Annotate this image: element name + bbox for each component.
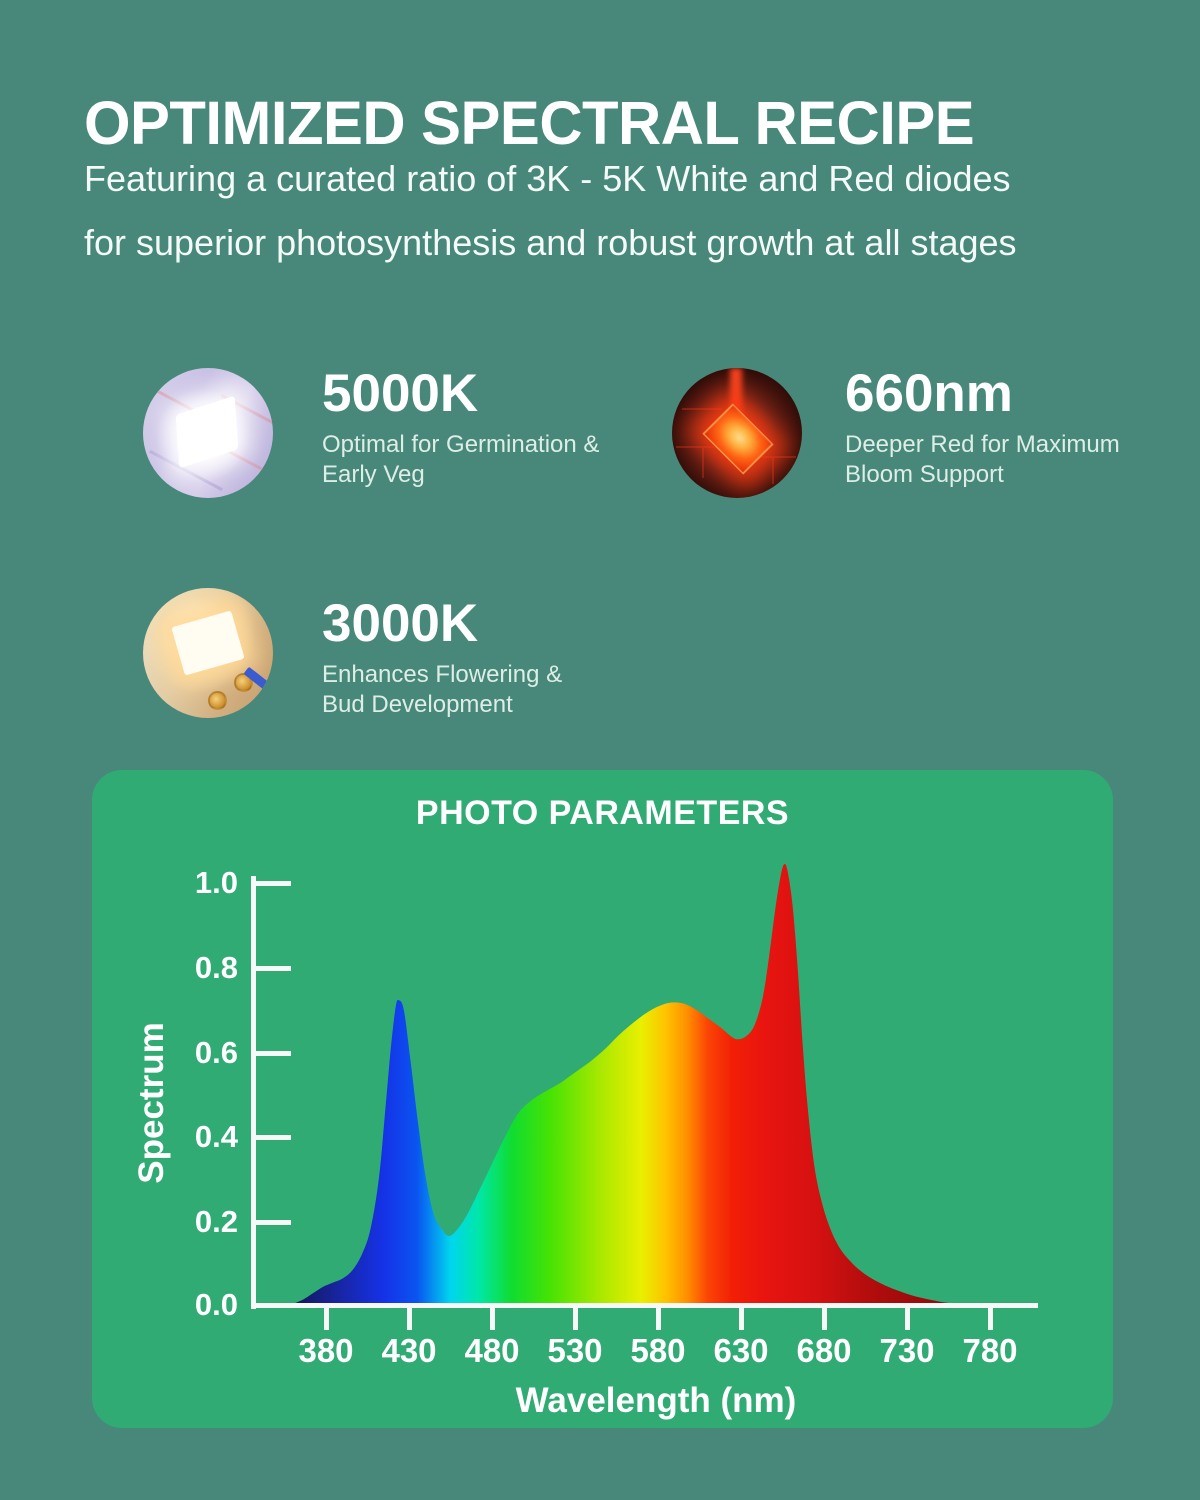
y-tick-label: 1.0 [194, 865, 238, 900]
x-tick [324, 1306, 329, 1330]
pcb-trace [754, 456, 796, 458]
x-tick-label: 680 [796, 1332, 852, 1369]
y-tick-label: 0.0 [194, 1287, 238, 1322]
x-tick [656, 1306, 661, 1330]
y-tick-label: 0.6 [194, 1035, 238, 1070]
red-660nm-led-photo [672, 368, 802, 498]
spectrum-area-chart [292, 864, 957, 1304]
x-tick-label: 430 [381, 1332, 437, 1369]
x-tick [739, 1306, 744, 1330]
page-subtitle-line1: Featuring a curated ratio of 3K - 5K Whi… [84, 158, 1011, 199]
feature-desc-5000k: Optimal for Germination & Early Veg [322, 431, 600, 488]
spectrum-curve [292, 864, 957, 1304]
y-axis-title: Spectrum [132, 1022, 171, 1184]
y-tick-label: 0.2 [194, 1204, 238, 1239]
x-tick-label: 530 [547, 1332, 603, 1369]
x-tick [988, 1306, 993, 1330]
pcb-trace [682, 408, 722, 410]
feature-value-5000k: 5000K [322, 364, 479, 423]
y-tick [256, 1135, 291, 1140]
x-tick-label: 730 [879, 1332, 935, 1369]
feature-value-660nm: 660nm [845, 364, 1013, 423]
x-tick-label: 380 [298, 1332, 354, 1369]
cool-white-led-photo [143, 368, 273, 498]
x-tick [905, 1306, 910, 1330]
y-tick [256, 881, 291, 886]
y-tick-label: 0.8 [194, 950, 238, 985]
x-axis-line [251, 1303, 1038, 1308]
y-tick [256, 966, 291, 971]
feature-desc-3000k: Enhances Flowering & Bud Development [322, 661, 563, 718]
y-tick [256, 1051, 291, 1056]
x-tick [490, 1306, 495, 1330]
chart-title: PHOTO PARAMETERS [415, 794, 790, 832]
page-title: OPTIMIZED SPECTRAL RECIPE [84, 89, 975, 157]
x-tick-label: 630 [713, 1332, 769, 1369]
feature-desc-660nm: Deeper Red for Maximum Bloom Support [845, 431, 1120, 488]
y-tick-label: 0.4 [194, 1119, 238, 1154]
pcb-trace [772, 458, 774, 484]
x-axis-title: Wavelength (nm) [515, 1381, 797, 1420]
x-tick [822, 1306, 827, 1330]
pcb-trace [676, 446, 722, 448]
x-tick-label: 780 [962, 1332, 1018, 1369]
solder-pad [208, 691, 227, 710]
x-tick-label: 580 [630, 1332, 686, 1369]
pcb-trace [702, 448, 704, 478]
y-axis-line [251, 876, 256, 1309]
feature-value-3000k: 3000K [322, 594, 479, 653]
x-tick [407, 1306, 412, 1330]
x-tick [573, 1306, 578, 1330]
warm-white-led-photo [143, 588, 273, 718]
y-tick [256, 1220, 291, 1225]
x-tick-label: 480 [464, 1332, 520, 1369]
page-subtitle-line2: for superior photosynthesis and robust g… [84, 222, 1017, 263]
